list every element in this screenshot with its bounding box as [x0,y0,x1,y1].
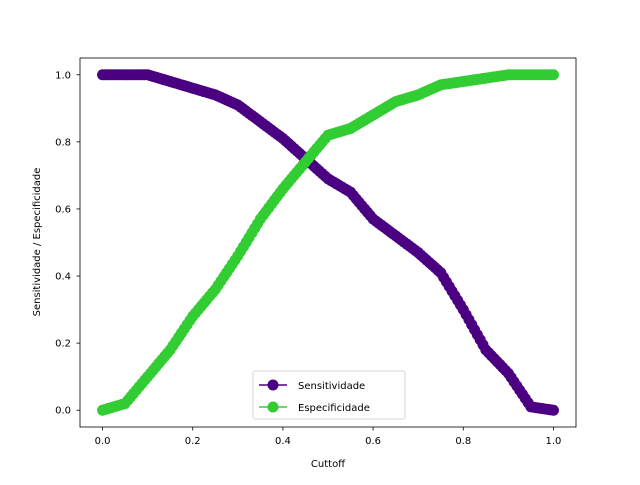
x-tick-label: 0.4 [275,436,291,447]
y-tick-label: 0.6 [55,204,71,215]
x-tick-label: 1.0 [546,436,562,447]
y-axis-label: Sensitividade / Especificidade [32,168,43,317]
x-tick-label: 0.6 [365,436,381,447]
legend-marker-especificidade [267,401,279,413]
legend: Sensitividade Especificidade [252,370,406,420]
y-tick-label: 0.2 [55,339,71,350]
y-tick-label: 1.0 [55,70,71,81]
x-tick-label: 0.2 [185,436,201,447]
y-tick-label: 0.8 [55,137,71,148]
data-point-especificidade [547,69,559,81]
y-tick-label: 0.4 [55,272,71,283]
ticks-layer: 0.0 0.2 0.4 0.6 0.8 1.0 0.0 0.2 0.4 0.6 0.8 1.0 [55,70,561,447]
data-point-sensitividade [547,404,559,416]
legend-marker-sensitividade [267,379,279,391]
legend-label-especificidade: Especificidade [298,403,370,414]
x-tick-label: 0.8 [455,436,471,447]
series-especificidade [97,69,559,416]
series-layer [97,69,559,416]
y-tick-label: 0.0 [55,406,71,417]
plot-area-frame [79,57,577,428]
x-tick-label: 0.0 [95,436,111,447]
legend-box [252,370,406,420]
legend-label-sensitividade: Sensitividade [298,381,365,392]
x-axis-label: Cuttoff [311,459,346,470]
series-sensitividade [97,69,559,416]
